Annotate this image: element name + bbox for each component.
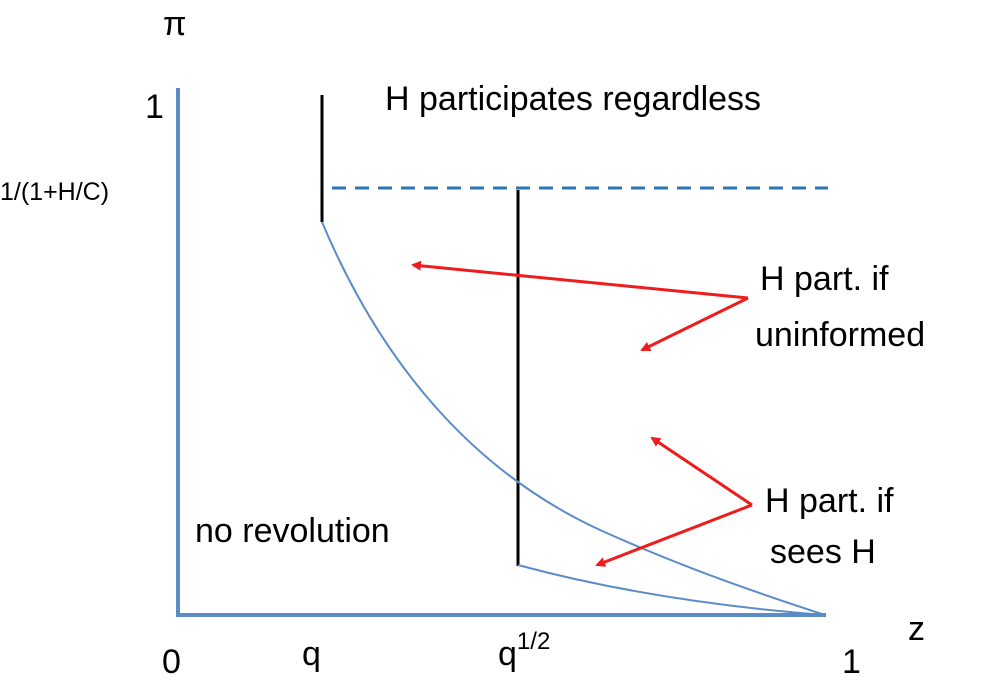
- y-axis-label: π: [163, 5, 186, 43]
- region-label: sees H: [770, 533, 876, 571]
- region-label: H part. if: [760, 260, 889, 298]
- region-label: H participates regardless: [385, 80, 761, 118]
- region-label: uninformed: [755, 316, 925, 354]
- arrow: [595, 503, 753, 567]
- sqrt-q-label: q1/2: [498, 628, 550, 673]
- superscript: 1/2: [517, 628, 550, 655]
- upper-curve: [321, 221, 826, 616]
- base: q: [498, 635, 517, 673]
- q-label: q: [302, 635, 321, 673]
- threshold-label: 1/(1+H/C): [0, 178, 109, 206]
- x-end-label: 1: [842, 643, 861, 679]
- region-label: H part. if: [765, 482, 894, 520]
- arrow: [411, 260, 749, 300]
- y-top-label: 1: [145, 88, 164, 126]
- arrow: [640, 296, 749, 352]
- origin-label: 0: [162, 643, 181, 679]
- lower-curve: [517, 564, 826, 616]
- arrow: [650, 436, 753, 507]
- x-axis-label: z: [908, 610, 925, 648]
- region-label: no revolution: [195, 512, 390, 550]
